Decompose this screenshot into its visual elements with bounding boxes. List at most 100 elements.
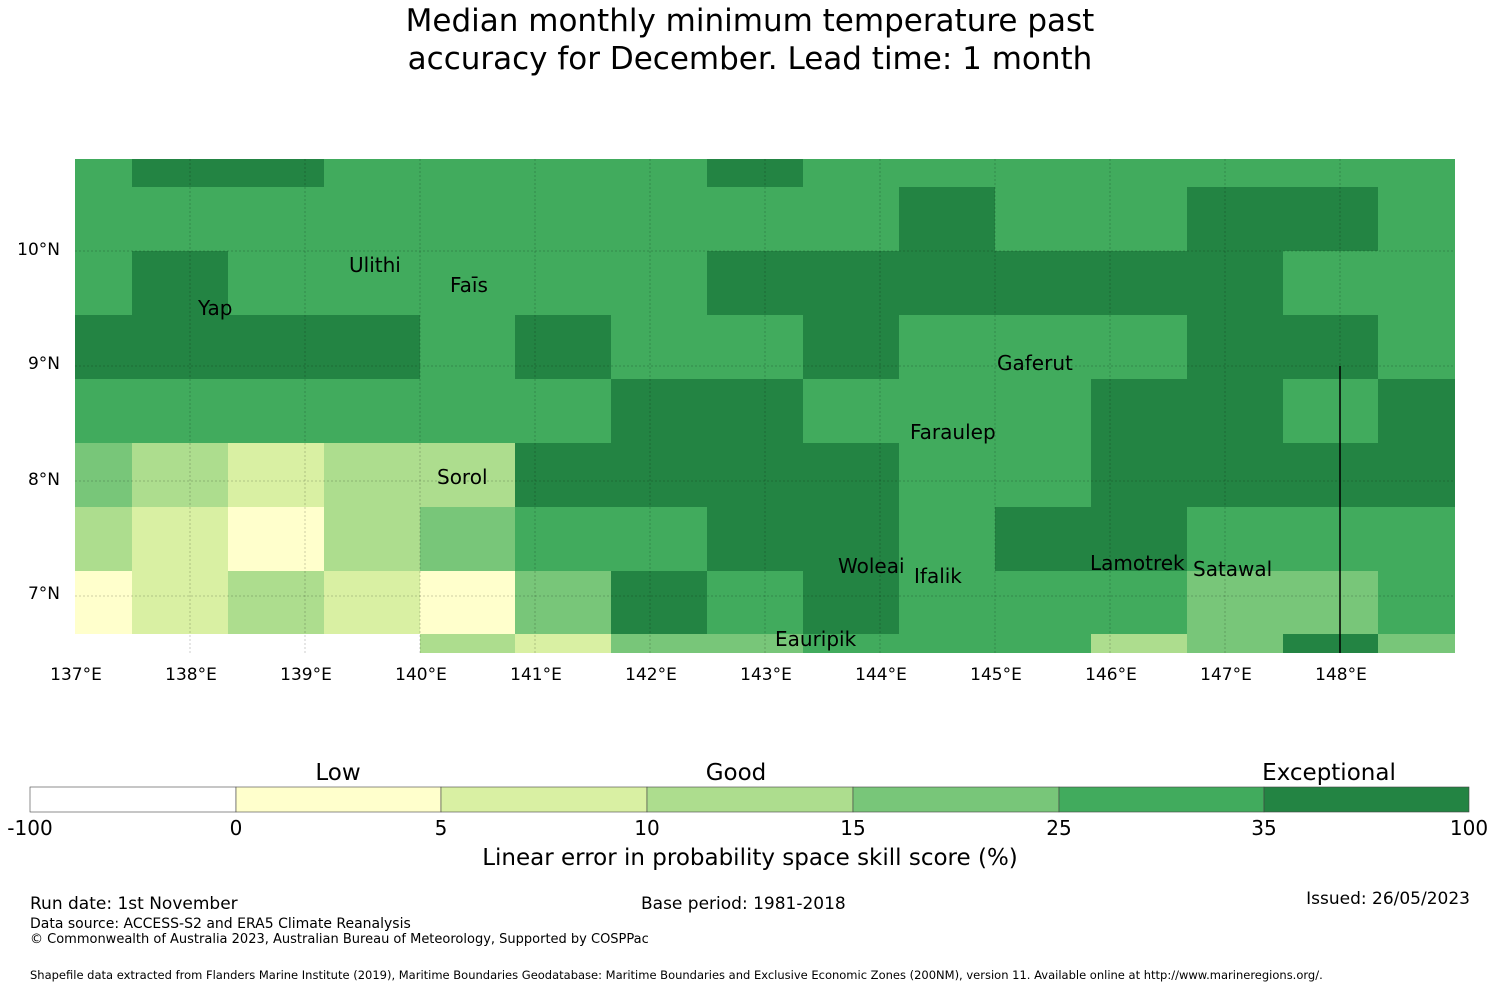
grid-cells xyxy=(75,159,1455,653)
grid-cell xyxy=(132,159,228,187)
grid-cell xyxy=(899,187,995,251)
grid-cell xyxy=(324,187,420,251)
grid-cell xyxy=(1187,634,1283,653)
grid-cell xyxy=(707,187,803,251)
grid-cell xyxy=(899,507,995,571)
lon-label-138e: 138°E xyxy=(165,665,217,685)
grid-cell xyxy=(803,634,899,653)
lon-label-140e: 140°E xyxy=(395,665,447,685)
grid-cell xyxy=(1378,379,1455,443)
grid-cell xyxy=(1091,379,1187,443)
grid-cell xyxy=(75,187,132,251)
colorbar-tick: 15 xyxy=(840,816,866,840)
colorbar-segment xyxy=(1058,786,1265,813)
lat-label-10n: 10°N xyxy=(17,240,60,260)
grid-cell xyxy=(707,315,803,379)
graticule xyxy=(75,159,1455,653)
base-period: Base period: 1981-2018 xyxy=(641,894,846,914)
grid-cell xyxy=(611,571,707,634)
grid-cell xyxy=(1283,187,1378,251)
place-satawal: Satawal xyxy=(1193,557,1273,581)
lat-label-9n: 9°N xyxy=(27,354,60,374)
grid-cell xyxy=(324,251,420,315)
grid-cell xyxy=(132,379,228,443)
grid-cell xyxy=(228,379,324,443)
place-gaferut: Gaferut xyxy=(997,351,1073,375)
grid-cell xyxy=(899,571,995,634)
grid-cell xyxy=(995,251,1091,315)
colorbar-segment xyxy=(235,786,442,813)
grid-cell xyxy=(420,507,515,571)
grid-cell xyxy=(515,634,611,653)
lat-label-7n: 7°N xyxy=(27,584,60,604)
grid-cell xyxy=(228,443,324,507)
colorbar-tick: 0 xyxy=(229,816,243,840)
grid-cell xyxy=(803,187,899,251)
lon-label-145e: 145°E xyxy=(970,665,1022,685)
colorbar-category-low: Low xyxy=(315,760,361,786)
colorbar-segment xyxy=(440,786,648,813)
grid-cell xyxy=(75,507,132,571)
grid-cell xyxy=(324,507,420,571)
grid-cell xyxy=(803,315,899,379)
grid-cell xyxy=(420,571,515,634)
grid-cell xyxy=(228,507,324,571)
place-yap: Yap xyxy=(198,296,233,320)
grid-cell xyxy=(899,159,995,187)
grid-cell xyxy=(995,571,1091,634)
grid-cell xyxy=(1378,634,1455,653)
grid-cell xyxy=(1283,315,1378,379)
colorbar-category-good: Good xyxy=(705,760,767,786)
grid-cell xyxy=(228,251,324,315)
grid-cell xyxy=(899,443,995,507)
place-sorol: Sorol xyxy=(437,465,488,489)
grid-cell xyxy=(1283,634,1378,653)
grid-cell xyxy=(1283,571,1378,634)
grid-cell xyxy=(995,443,1091,507)
grid-cell xyxy=(1378,159,1455,187)
grid-cell xyxy=(1378,507,1455,571)
grid-cell xyxy=(995,315,1091,379)
grid-cell xyxy=(324,571,420,634)
grid-cell xyxy=(1091,634,1187,653)
grid-cell xyxy=(611,507,707,571)
grid-cell xyxy=(1091,251,1187,315)
grid-cell xyxy=(420,634,515,653)
grid-cell xyxy=(707,443,803,507)
grid-cell xyxy=(132,571,228,634)
grid-cell xyxy=(75,571,132,634)
grid-cell xyxy=(324,159,420,187)
place-eauripik: Eauripik xyxy=(775,627,857,651)
grid-cell xyxy=(1187,571,1283,634)
place-lamotrek: Lamotrek xyxy=(1090,551,1185,575)
grid-cell xyxy=(803,379,899,443)
grid-cell xyxy=(1187,159,1283,187)
grid-cell xyxy=(1378,187,1455,251)
grid-cell xyxy=(515,187,611,251)
grid-cell xyxy=(420,187,515,251)
grid-cell xyxy=(1187,315,1283,379)
grid-cell xyxy=(228,187,324,251)
grid-cell xyxy=(1187,443,1283,507)
lon-label-142e: 142°E xyxy=(625,665,677,685)
grid-cell xyxy=(611,251,707,315)
grid-cell xyxy=(1187,187,1283,251)
grid-cell xyxy=(515,379,611,443)
grid-cell xyxy=(611,443,707,507)
grid-cell xyxy=(1187,251,1283,315)
grid-cell xyxy=(803,251,995,315)
place-ifalik: Ifalik xyxy=(914,564,962,588)
grid-cell xyxy=(1091,187,1187,251)
grid-cell xyxy=(899,634,995,653)
grid-cell xyxy=(228,159,324,187)
grid-cell xyxy=(611,315,707,379)
grid-cell xyxy=(132,443,228,507)
lon-label-143e: 143°E xyxy=(740,665,792,685)
grid-cell xyxy=(515,251,611,315)
grid-cell xyxy=(707,507,803,571)
grid-cell xyxy=(803,443,899,507)
grid-cell xyxy=(1378,571,1455,634)
grid-cell xyxy=(515,159,611,187)
lon-label-148e: 148°E xyxy=(1315,665,1367,685)
lon-label-144e: 144°E xyxy=(855,665,907,685)
